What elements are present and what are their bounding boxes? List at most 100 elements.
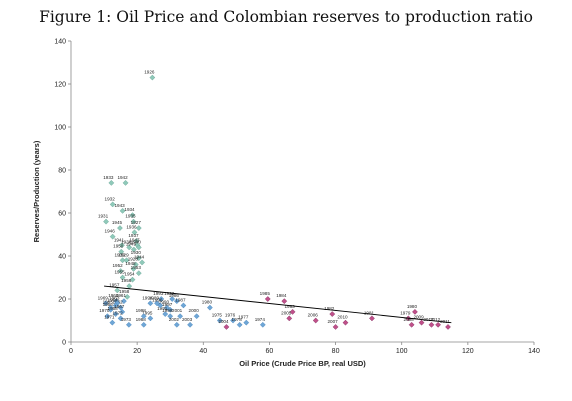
data-point-1973 (125, 321, 132, 328)
point-label-1933: 1933 (103, 175, 114, 180)
x-tick-label: 0 (69, 348, 73, 355)
point-label-2004: 2004 (218, 319, 229, 324)
data-point-2005 (286, 315, 293, 322)
data-point-2008 (408, 321, 415, 328)
point-label-1926: 1926 (144, 70, 155, 75)
data-point-1980 (412, 309, 418, 315)
point-label-1930: 1930 (131, 250, 142, 255)
point-label-1991: 1991 (157, 306, 168, 311)
point-label-1971: 1971 (104, 315, 115, 320)
data-point-1983 (289, 309, 296, 315)
point-label-1995: 1995 (142, 310, 153, 315)
point-label-1976: 1976 (225, 313, 236, 318)
point-label-1978: 1978 (232, 317, 243, 322)
data-point-1999 (167, 313, 174, 320)
data-point-2013 (428, 321, 435, 328)
data-point-2001 (177, 313, 184, 320)
point-label-1932: 1932 (105, 196, 116, 201)
data-point-1926 (149, 74, 156, 81)
data-point-1975 (216, 317, 223, 324)
point-label-1980: 1980 (202, 300, 213, 305)
point-label-1970: 1970 (99, 308, 110, 313)
data-point-1952 (117, 268, 124, 274)
data-point-1998 (140, 313, 147, 320)
data-point-1949 (130, 246, 137, 253)
y-tick-label: 140 (54, 39, 66, 46)
point-label-1958: 1958 (119, 289, 130, 294)
point-label-1979: 1979 (400, 310, 411, 315)
point-label-1997: 1997 (162, 302, 173, 307)
data-point-1994 (147, 300, 154, 307)
data-point-1997 (167, 306, 174, 313)
data-point-1927 (135, 225, 142, 231)
y-tick-label: 40 (58, 254, 66, 261)
data-point-1970 (104, 313, 111, 320)
y-tick-label: 100 (54, 125, 66, 132)
data-point-1938 (126, 244, 133, 251)
point-label-1967: 1967 (114, 304, 125, 309)
data-point-2002 (173, 321, 180, 328)
data-point-2011 (445, 324, 451, 330)
data-point-1978 (236, 321, 243, 328)
point-label-1977: 1977 (238, 315, 249, 320)
point-label-1982: 1982 (324, 306, 335, 311)
data-point-1968 (112, 311, 119, 317)
data-point-2007 (332, 324, 339, 330)
point-label-1960: 1960 (108, 293, 119, 298)
point-label-2003: 2003 (182, 317, 193, 322)
data-point-1930 (135, 255, 142, 262)
point-label-2012: 2012 (430, 317, 441, 322)
point-label-1935: 1935 (125, 214, 136, 219)
point-label-1956: 1956 (121, 278, 132, 283)
point-label-1998: 1998 (136, 308, 147, 313)
point-label-1947: 1947 (129, 237, 140, 242)
point-label-1941: 1941 (114, 237, 125, 242)
point-label-1939: 1939 (114, 252, 125, 257)
point-label-1964: 1964 (108, 297, 119, 302)
point-label-2006: 2006 (308, 313, 319, 318)
point-label-1963: 1963 (109, 295, 120, 300)
x-axis-label: Oil Price (Crude Price BP, real USD) (239, 359, 366, 368)
point-label-1966: 1966 (103, 302, 114, 307)
point-label-1950: 1950 (113, 244, 124, 249)
point-label-1954: 1954 (124, 272, 135, 277)
x-tick-label: 40 (199, 348, 207, 355)
point-label-1931: 1931 (98, 214, 109, 219)
point-label-1934: 1934 (124, 207, 135, 212)
point-label-1938: 1938 (121, 239, 132, 244)
data-point-1974 (259, 321, 266, 328)
data-point-1987 (180, 302, 187, 309)
point-label-2000: 2000 (189, 308, 200, 313)
point-label-2008: 2008 (404, 317, 415, 322)
data-point-1986 (173, 298, 180, 305)
data-point-1929 (123, 257, 130, 264)
data-point-2003 (187, 321, 193, 328)
point-label-1972: 1972 (112, 310, 123, 315)
point-label-1929: 1929 (118, 252, 129, 257)
data-point-1982 (329, 311, 336, 317)
data-point-1991 (162, 311, 169, 317)
point-label-2011: 2011 (440, 319, 450, 324)
point-label-1943: 1943 (114, 203, 125, 208)
point-label-1987: 1987 (175, 297, 186, 302)
y-tick-label: 80 (58, 168, 66, 175)
data-point-1953 (135, 270, 142, 277)
scatter-chart: 0 20 40 60 80 100 120 140 0 20 40 60 80 100 120 140 Oil … (32, 39, 540, 369)
point-label-1936: 1936 (126, 224, 137, 229)
point-label-1955: 1955 (114, 270, 125, 275)
data-point-1976 (230, 317, 236, 324)
point-label-1974: 1974 (255, 317, 266, 322)
point-label-1948: 1948 (125, 261, 136, 266)
data-point-1931 (103, 218, 109, 225)
point-label-1952: 1952 (112, 263, 123, 268)
point-label-1990: 1990 (159, 300, 170, 305)
point-label-1927: 1927 (131, 220, 142, 225)
x-tick-label: 60 (266, 348, 274, 355)
point-label-1985: 1985 (260, 291, 271, 296)
point-label-2002: 2002 (169, 317, 180, 322)
chart-title: Figure 1: Oil Price and Colombian reserv… (39, 8, 533, 26)
data-point-1957 (114, 287, 121, 294)
data-point-1977 (243, 319, 250, 326)
point-label-1999: 1999 (162, 308, 173, 313)
point-label-1981: 1981 (364, 310, 375, 315)
